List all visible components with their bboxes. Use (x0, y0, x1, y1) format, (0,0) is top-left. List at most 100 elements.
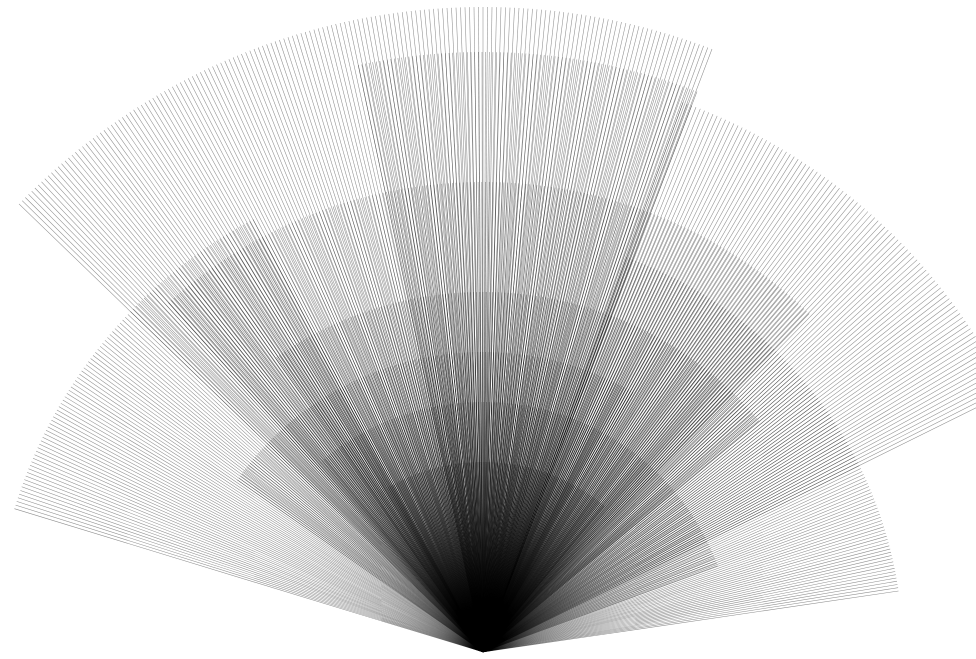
ray (482, 448, 629, 653)
ray (482, 326, 639, 653)
ray (330, 453, 484, 653)
ray (56, 409, 484, 653)
ray (482, 37, 679, 653)
ray (482, 337, 763, 653)
ray (356, 314, 484, 653)
ray (407, 361, 484, 653)
ray (481, 181, 484, 653)
ray (482, 360, 786, 653)
ray (386, 59, 484, 653)
ray (482, 295, 537, 653)
ray (482, 144, 775, 653)
ray (61, 163, 484, 653)
ray (482, 295, 534, 653)
ray (482, 369, 584, 653)
ray (482, 355, 782, 653)
ray (95, 352, 484, 653)
ray (482, 422, 835, 653)
ray (482, 318, 740, 653)
ray (444, 404, 484, 653)
ray (482, 438, 614, 653)
ray (404, 300, 484, 653)
ray (383, 305, 484, 653)
ray (482, 489, 673, 653)
ray (15, 504, 484, 653)
ray (64, 396, 484, 653)
ray (248, 464, 484, 653)
ray (172, 272, 484, 653)
ray (482, 289, 696, 653)
ray (365, 375, 484, 653)
ray (482, 214, 656, 653)
ray (482, 185, 538, 653)
ray (467, 292, 484, 653)
ray (371, 309, 484, 653)
ray (295, 417, 484, 653)
ray (482, 433, 605, 653)
ray (482, 256, 738, 653)
ray (482, 60, 585, 653)
ray (482, 339, 765, 653)
ray (482, 450, 631, 653)
ray (274, 436, 484, 653)
ray (482, 535, 887, 653)
ray (433, 8, 484, 653)
ray (324, 458, 484, 653)
ray (482, 354, 526, 653)
ray (482, 485, 670, 653)
ray (482, 365, 574, 653)
ray (353, 20, 484, 653)
ray (482, 227, 686, 653)
ray (82, 146, 484, 653)
ray (482, 353, 779, 653)
ray (426, 185, 484, 653)
ray (482, 183, 527, 653)
ray (459, 182, 484, 653)
ray (482, 208, 865, 653)
ray (482, 364, 700, 653)
ray (377, 425, 484, 653)
ray (482, 474, 864, 653)
ray (482, 8, 529, 653)
ray (196, 278, 484, 653)
ray (281, 227, 484, 653)
ray (482, 72, 639, 653)
ray (183, 80, 484, 653)
ray (300, 413, 484, 653)
ray (114, 122, 484, 653)
ray (377, 370, 484, 653)
ray (482, 76, 653, 653)
ray (482, 91, 698, 653)
ray (353, 199, 484, 653)
ray (482, 310, 598, 653)
ray (482, 222, 676, 653)
ray (482, 390, 731, 653)
ray (343, 203, 484, 653)
ray (482, 194, 592, 653)
ray (358, 378, 484, 653)
fan (387, 461, 605, 653)
ray (433, 356, 484, 653)
ray (481, 401, 484, 653)
ray (482, 56, 559, 653)
ray (438, 355, 484, 653)
ray (482, 292, 499, 653)
ray (358, 434, 484, 653)
ray (482, 314, 734, 653)
ray (345, 443, 484, 653)
ray (482, 293, 515, 653)
ray (360, 377, 484, 653)
ray (482, 305, 583, 653)
ray (482, 332, 974, 653)
ray (482, 481, 666, 653)
ray (245, 52, 484, 653)
ray (482, 294, 704, 653)
ray (245, 222, 484, 653)
ray (482, 400, 820, 653)
ray (482, 322, 630, 653)
ray (482, 503, 685, 653)
ray (482, 462, 496, 653)
ray (482, 188, 840, 653)
ray (482, 305, 802, 653)
ray (407, 477, 484, 653)
